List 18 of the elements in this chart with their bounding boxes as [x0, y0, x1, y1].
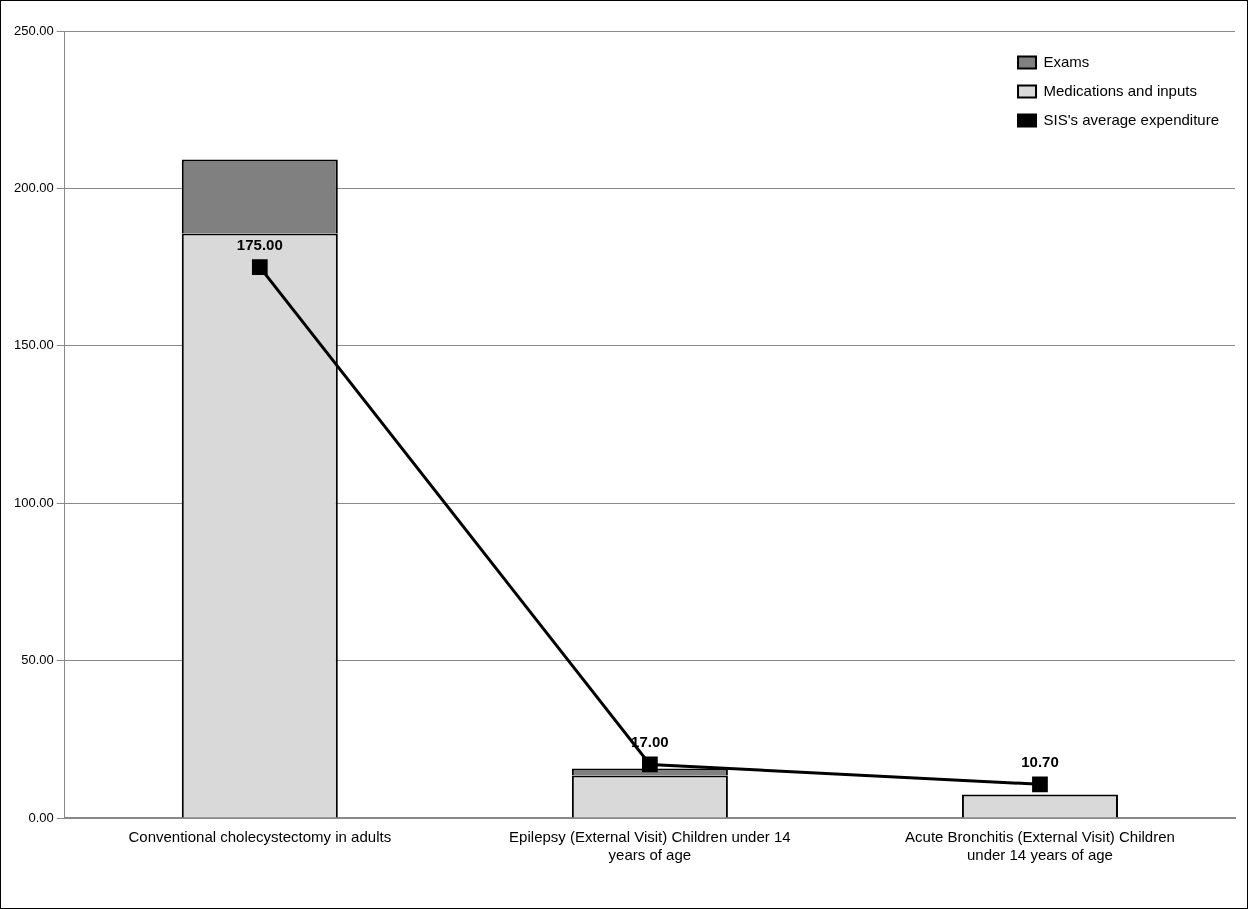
y-tick-label: 0.00 — [28, 809, 54, 825]
y-tick-label: 100.00 — [14, 494, 54, 510]
data-label: 10.70 — [1021, 752, 1059, 770]
x-tick-label: Conventional cholecystectomy in adults — [128, 828, 392, 846]
y-tick-label: 200.00 — [14, 179, 54, 195]
point — [642, 756, 658, 773]
x-tick-label: Acute Bronchitis (External Visit) Children under 14 years of age — [905, 828, 1175, 864]
legend-label: SIS's average expenditure — [1043, 110, 1220, 128]
point — [251, 259, 268, 275]
data-label: 17.00 — [631, 733, 669, 751]
legend-label: Exams — [1043, 52, 1090, 70]
y-tick-label: 50.00 — [21, 652, 54, 668]
legend-label: Medications and inputs — [1043, 81, 1197, 99]
y-tick-label: 250.00 — [14, 22, 54, 38]
y-tick-label: 150.00 — [14, 337, 54, 353]
x-tick-label: Epilepsy (External Visit) Children under 14 years of age — [509, 828, 791, 864]
point — [1032, 776, 1048, 793]
data-label: 175.00 — [236, 235, 283, 253]
